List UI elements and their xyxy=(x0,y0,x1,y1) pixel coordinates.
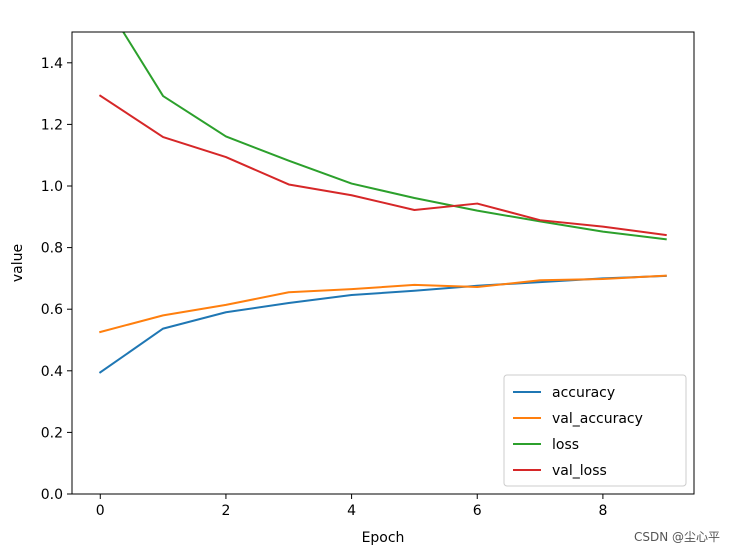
x-axis: 0 2 4 6 8 xyxy=(96,494,607,519)
plot-frame xyxy=(71,31,695,495)
series-line-val-loss xyxy=(98,94,667,237)
y-tick-label: 0.2 xyxy=(41,425,63,441)
x-tick-label: 0 xyxy=(96,503,105,519)
x-tick-label: 4 xyxy=(347,503,356,519)
legend-label-accuracy: accuracy xyxy=(552,385,615,401)
x-tick-label: 8 xyxy=(598,503,607,519)
y-tick-label: 0.4 xyxy=(41,364,63,380)
series-line-accuracy xyxy=(98,274,667,374)
y-tick-label: 1.4 xyxy=(41,56,63,72)
x-axis-title: Epoch xyxy=(362,530,405,546)
legend-label-loss: loss xyxy=(552,437,579,453)
y-axis: 0.0 0.2 0.4 0.6 0.8 1.0 1.2 1.4 xyxy=(41,56,72,503)
y-tick-label: 0.6 xyxy=(41,302,63,318)
x-tick-label: 6 xyxy=(473,503,482,519)
legend-label-val-loss: val_loss xyxy=(552,463,607,479)
y-axis-title: value xyxy=(10,244,26,282)
y-tick-label: 0.8 xyxy=(41,241,63,257)
legend-box xyxy=(503,374,687,487)
y-tick-label: 0.0 xyxy=(41,487,63,503)
watermark-text: CSDN @尘心平 xyxy=(634,530,720,544)
y-tick-label: 1.0 xyxy=(41,179,63,195)
y-tick-label: 1.2 xyxy=(41,117,63,133)
legend-label-val-accuracy: val_accuracy xyxy=(552,411,643,427)
x-tick-label: 2 xyxy=(221,503,230,519)
plot-lines xyxy=(98,32,667,374)
series-line-val-accuracy xyxy=(99,274,667,334)
series-line-loss xyxy=(122,32,667,241)
